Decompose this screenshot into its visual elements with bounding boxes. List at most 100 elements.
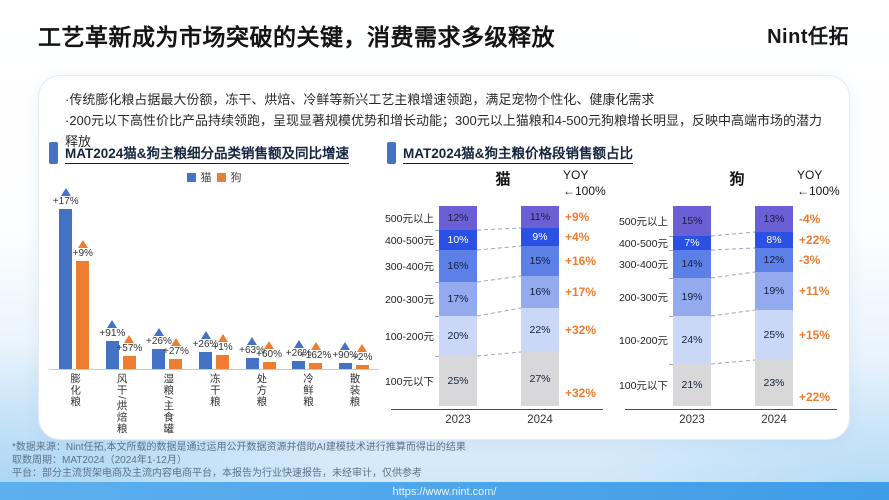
dog-bar <box>122 356 136 369</box>
cat-bar-column: +63% <box>239 337 265 369</box>
category-chart-section: MAT2024猫&狗主粮细分品类销售额及同比增速 猫 狗 +17% +9% +91%… <box>49 142 379 434</box>
axis-tick <box>435 250 440 251</box>
yoy-value: -4% <box>799 212 821 226</box>
bar-group: +17% +9% <box>51 188 98 369</box>
axis-tick <box>669 236 674 237</box>
bullet-line-1: ·传统膨化粮占据最大份额，冻干、烘焙、冷鲜等新兴工艺主粮增速领跑，满足宠物个性化… <box>65 92 655 107</box>
dog-bar-column: +162% <box>300 342 331 369</box>
yoy-value: +4% <box>565 230 590 244</box>
growth-label: +90% <box>332 350 359 361</box>
x-axis <box>625 409 837 410</box>
price-band-label: 200-300元 <box>384 294 434 306</box>
segment: 19% <box>673 278 711 316</box>
segment: 22% <box>521 308 559 352</box>
triangle-up-icon <box>77 240 88 248</box>
growth-label: +26% <box>285 348 312 359</box>
yoy-value: +22% <box>799 233 831 247</box>
triangle-up-icon <box>357 344 368 352</box>
cat-bar <box>199 352 213 369</box>
category-label-text: 湿粮/主食罐 <box>162 373 175 435</box>
triangle-up-icon <box>60 188 71 196</box>
triangle-up-icon <box>247 337 258 345</box>
segment: 12% <box>439 206 477 230</box>
bar-group: +26% +27% <box>144 328 191 369</box>
category-label-text: 冻干粮 <box>208 373 221 408</box>
price-panel-dog: 狗 YOY ←100% 500元以上 400-500元 300-400元 200-300元 1… <box>618 168 845 436</box>
triangle-up-icon <box>124 335 135 343</box>
growth-label: +60% <box>256 349 283 360</box>
triangle-up-icon <box>170 338 181 346</box>
segment: 12% <box>755 248 793 272</box>
price-band-label: 500元以上 <box>384 213 434 225</box>
bar-group: +63% +60% <box>237 337 284 369</box>
yoy-value: +11% <box>799 284 830 298</box>
cat-bar-column: +90% <box>332 342 358 369</box>
year-label: 2023 <box>679 414 705 426</box>
nint-url-link[interactable]: https://www.nint.com/ <box>392 486 497 498</box>
cat-bar <box>105 341 119 369</box>
triangle-up-icon <box>340 342 351 350</box>
yoy-value: +16% <box>565 254 597 268</box>
panel-title: 猫 <box>495 171 511 188</box>
dog-bar <box>262 362 276 369</box>
year-label: 2024 <box>527 414 553 426</box>
right-chart-title: MAT2024猫&狗主粮价格段销售额占比 <box>403 142 634 164</box>
price-band-labels: 500元以上 400-500元 300-400元 200-300元 100-200元 10… <box>384 206 440 416</box>
cat-bar-column: +26% <box>146 328 172 369</box>
growth-label: +27% <box>163 346 189 357</box>
category-label-text: 处方粮 <box>255 373 268 408</box>
left-chart-plot: +17% +9% +91% +57% +26% +27% +26% +1% +63% +60% +2… <box>49 188 379 370</box>
axis-tick <box>669 364 674 365</box>
growth-label: +57% <box>116 343 143 354</box>
dog-legend-swatch <box>216 172 226 182</box>
price-band-label: 300-400元 <box>384 261 434 273</box>
panel-title: 狗 <box>729 171 745 188</box>
segment: 10% <box>439 230 477 250</box>
category-label: 风干/烘焙粮 <box>98 373 145 434</box>
footnote-platform: 平台：部分主流货架电商及主流内容电商平台，本报告为行业快速报告，未经审计，仅供参… <box>12 468 422 480</box>
cat-bar <box>152 349 166 369</box>
key-findings: ·传统膨化粮占据最大份额，冻干、烘焙、冷鲜等新兴工艺主粮增速领跑，满足宠物个性化… <box>65 89 833 152</box>
category-label: 膨化粮 <box>51 373 98 434</box>
segment: 21% <box>673 364 711 406</box>
cat-bar-column: +26% <box>193 331 218 369</box>
yoy-header: YOY ←100% <box>563 168 606 198</box>
axis-tick <box>435 316 440 317</box>
segment: 16% <box>439 250 477 282</box>
triangle-up-icon <box>200 331 211 339</box>
price-band-label: 400-500元 <box>384 235 434 247</box>
price-band-label: 100-200元 <box>384 331 434 343</box>
category-label-text: 膨化粮 <box>69 373 82 408</box>
cat-bar <box>245 358 259 369</box>
triangle-up-icon <box>264 341 275 349</box>
segment: 15% <box>521 246 559 276</box>
triangle-up-icon <box>293 340 304 348</box>
segment: 17% <box>439 282 477 316</box>
growth-label: +63% <box>239 345 266 356</box>
axis-tick <box>669 278 674 279</box>
axis-tick <box>669 250 674 251</box>
category-label: 处方粮 <box>237 373 284 434</box>
segment: 16% <box>521 276 559 308</box>
triangle-up-icon <box>153 328 164 336</box>
axis-tick <box>435 282 440 283</box>
dog-bar-column: +27% <box>163 338 189 369</box>
cat-bar <box>292 361 306 369</box>
title-marker-icon <box>387 142 396 164</box>
triangle-up-icon <box>310 342 321 350</box>
segment: 25% <box>755 310 793 360</box>
axis-tick <box>669 316 674 317</box>
segment: 8% <box>755 232 793 248</box>
yoy-value: -3% <box>799 253 821 267</box>
yoy-header: YOY ←100% <box>797 168 840 198</box>
title-marker-icon <box>49 142 58 164</box>
category-label-text: 冷鲜粮 <box>301 373 314 408</box>
cat-legend-label: 猫 <box>200 172 212 184</box>
yoy-value: +17% <box>565 285 597 299</box>
segment: 27% <box>521 352 559 406</box>
price-band-label: 400-500元 <box>618 238 668 250</box>
stacked-bar-2024: 11% 9% 15% 16% 22% 27% <box>521 206 559 406</box>
stacked-bar-2023: 12% 10% 16% 17% 20% 25% <box>439 206 477 406</box>
growth-label: +91% <box>99 328 126 339</box>
dog-bar <box>76 261 90 369</box>
